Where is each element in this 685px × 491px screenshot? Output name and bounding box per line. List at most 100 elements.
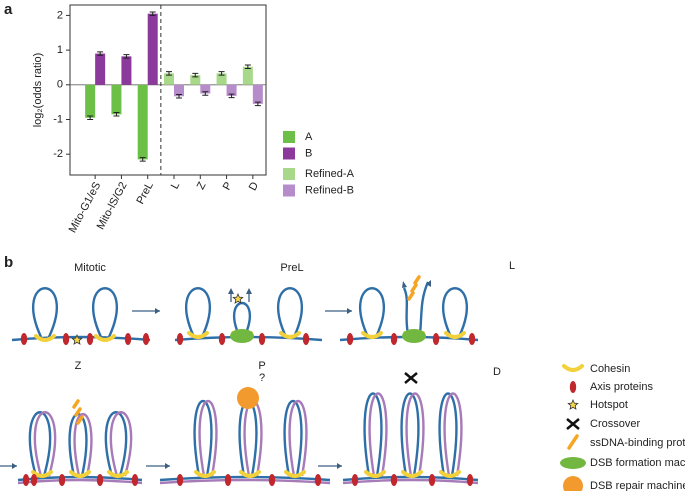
dsb-formation xyxy=(560,457,586,469)
cohesin xyxy=(239,470,261,478)
bar xyxy=(226,84,237,96)
chromatin-loop xyxy=(73,413,93,477)
arrowhead xyxy=(246,288,252,294)
cohesin xyxy=(31,470,53,478)
legend-label: Refined-B xyxy=(305,184,354,196)
stage-label: Mitotic xyxy=(74,262,106,274)
dsb-repair xyxy=(563,476,583,491)
error-bar xyxy=(87,115,94,120)
legend-label: Cohesin xyxy=(590,363,630,375)
error-bar xyxy=(139,157,146,162)
ssdna-protein xyxy=(410,283,418,293)
chromatin-axis xyxy=(342,478,479,485)
arrowhead xyxy=(337,463,342,469)
bar xyxy=(111,84,122,115)
axis-protein xyxy=(131,474,139,486)
axis-protein xyxy=(176,333,184,345)
chromatin-loop xyxy=(232,301,252,334)
chromatin-loop xyxy=(283,399,303,477)
bar xyxy=(85,84,96,118)
bar xyxy=(95,53,106,85)
axis-protein xyxy=(268,474,276,486)
cohesin xyxy=(284,470,306,478)
dna-strand xyxy=(402,281,430,335)
bar xyxy=(174,84,184,97)
chromatin-loop xyxy=(368,392,388,477)
axis-protein xyxy=(351,474,359,486)
cohesin xyxy=(107,470,129,478)
cohesin xyxy=(279,331,301,339)
bar xyxy=(200,84,211,94)
axis-protein xyxy=(466,474,474,486)
x-tick-label: D xyxy=(247,180,261,193)
ssdna-protein xyxy=(571,434,579,444)
arrowhead xyxy=(165,463,170,469)
chromatin-loop xyxy=(276,287,304,338)
cohesin xyxy=(34,334,56,342)
cohesin xyxy=(361,331,383,339)
y-tick-label: -1 xyxy=(53,113,63,125)
legend-swatch xyxy=(283,184,295,197)
axis-protein xyxy=(314,474,322,486)
cohesin xyxy=(401,470,423,478)
cohesin xyxy=(194,470,216,478)
error-bar xyxy=(192,72,199,78)
cohesin xyxy=(69,470,91,478)
legend-label: Crossover xyxy=(590,418,640,430)
axis-protein xyxy=(96,474,104,486)
error-bar xyxy=(149,11,156,16)
hotspot xyxy=(567,398,579,410)
arrowhead xyxy=(402,281,407,288)
axis-protein xyxy=(58,474,66,486)
axis-protein xyxy=(218,333,226,345)
chromatin-loop xyxy=(288,399,308,477)
chromatin-loop xyxy=(441,287,469,338)
axis-protein xyxy=(224,474,232,486)
error-bar xyxy=(123,54,130,59)
diagram xyxy=(0,275,586,491)
chromatin-loop xyxy=(109,411,133,477)
dsb-formation xyxy=(402,329,426,343)
ssdna-protein xyxy=(72,399,80,409)
plot-frame xyxy=(69,4,267,176)
y-tick-label: 0 xyxy=(57,79,63,91)
cohesin xyxy=(364,470,386,478)
bar xyxy=(190,75,201,85)
cohesin xyxy=(562,364,584,372)
bar xyxy=(147,13,158,85)
legend-label: DSB formation machinery xyxy=(590,457,685,469)
panel-label: b xyxy=(4,254,13,271)
axis-protein xyxy=(258,333,266,345)
cohesin xyxy=(444,331,466,339)
legend-label: Axis proteins xyxy=(590,381,653,393)
crossover xyxy=(404,372,418,384)
axis-protein xyxy=(86,333,94,345)
error-bar xyxy=(97,51,104,56)
chromatin-loop xyxy=(193,399,213,477)
bar xyxy=(216,73,227,85)
axis-protein xyxy=(428,474,436,486)
chromatin-axis xyxy=(159,478,331,485)
stage-label: D xyxy=(493,366,501,378)
axis-protein xyxy=(468,333,476,345)
axis-protein xyxy=(22,474,30,486)
legend-swatch xyxy=(283,147,295,160)
error-bar xyxy=(228,93,235,99)
axis-protein xyxy=(569,381,577,393)
axis-protein xyxy=(432,333,440,345)
arrowhead xyxy=(228,288,234,294)
axis-protein xyxy=(390,474,398,486)
axis-protein xyxy=(30,474,38,486)
axis-protein xyxy=(142,333,150,345)
axis-protein xyxy=(302,333,310,345)
legend-label: Hotspot xyxy=(590,399,628,411)
x-tick-label: L xyxy=(169,180,182,191)
arrowhead xyxy=(426,280,431,287)
legend-swatch xyxy=(283,168,295,180)
chromatin-loop xyxy=(358,287,386,338)
legend-swatch xyxy=(283,131,295,143)
y-tick-label: -2 xyxy=(53,148,63,160)
arrowhead xyxy=(155,308,160,314)
x-tick-label: PreL xyxy=(134,180,156,206)
error-bar xyxy=(218,71,225,76)
